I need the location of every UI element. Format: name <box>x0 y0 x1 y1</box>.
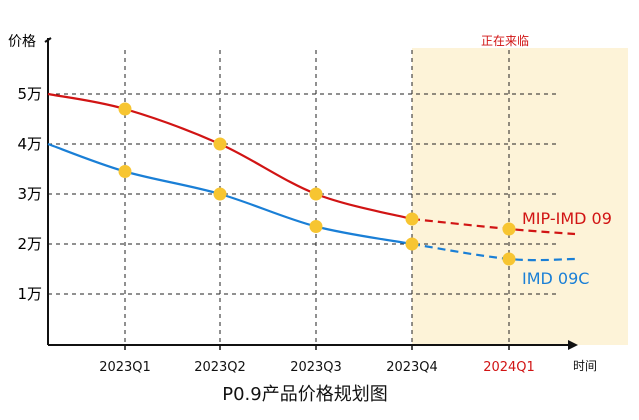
x-tick-label: 2023Q4 <box>386 360 438 375</box>
data-point-2-2 <box>213 187 227 201</box>
y-axis-tick-cap <box>44 37 52 43</box>
data-point-2-1 <box>118 165 132 178</box>
data-point-1-5 <box>502 222 516 236</box>
y-tick-label: 4万 <box>17 135 42 153</box>
chart-title: P0.9产品价格规划图 <box>222 384 387 405</box>
x-axis-title: 时间 <box>573 359 597 373</box>
x-axis-arrow <box>568 340 578 350</box>
data-point-1-4 <box>405 212 419 226</box>
data-point-2-4 <box>405 237 419 251</box>
series-label-1: MIP-IMD 09 <box>522 209 612 228</box>
data-point-2-5 <box>502 252 516 266</box>
y-tick-label: 2万 <box>17 235 42 253</box>
y-axis-title: 价格 <box>8 34 36 50</box>
series-line-solid-2 <box>47 142 413 246</box>
data-markers <box>118 102 516 266</box>
y-tick-label: 3万 <box>17 185 42 203</box>
y-tick-label: 1万 <box>17 285 42 303</box>
series-label-2: IMD 09C <box>522 269 589 288</box>
x-tick-label: 2023Q2 <box>194 360 246 375</box>
data-point-1-1 <box>118 102 132 116</box>
future-annotation: 正在来临 <box>481 34 529 48</box>
x-tick-label: 2023Q1 <box>99 360 151 375</box>
x-tick-label: 2023Q3 <box>290 360 342 375</box>
data-point-1-2 <box>213 137 227 151</box>
future-highlight-region <box>412 48 628 345</box>
x-tick-label: 2024Q1 <box>483 360 535 375</box>
series-line-solid-1 <box>47 92 413 221</box>
tick-labels: 1万 2万 3万 4万 5万 2023Q1 2023Q2 2023Q3 2023Q4 2024Q1… <box>17 85 611 375</box>
y-tick-label: 5万 <box>17 85 42 103</box>
axes <box>44 37 578 350</box>
data-point-1-3 <box>309 187 323 201</box>
data-point-2-3 <box>309 220 323 233</box>
